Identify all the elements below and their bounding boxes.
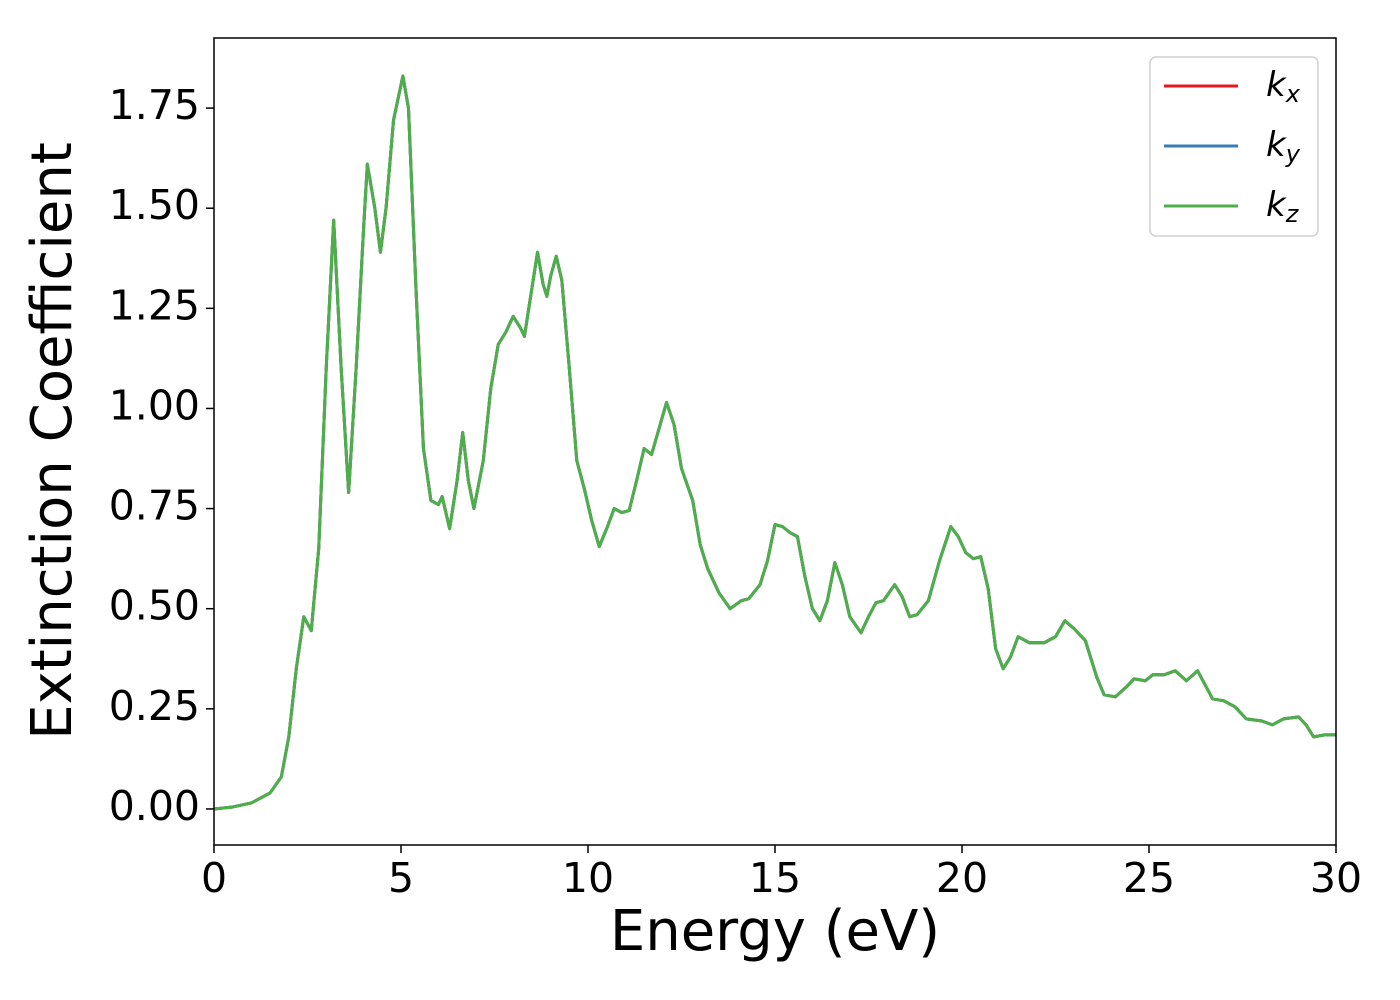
legend-label: ky (1266, 125, 1301, 169)
y-tick-label: 1.25 (109, 281, 200, 329)
y-tick-label: 1.75 (109, 81, 200, 129)
x-tick-label: 15 (749, 854, 801, 902)
y-axis-label: Extinction Coefficient (20, 142, 85, 740)
x-tick-label: 25 (1123, 854, 1175, 902)
y-tick-label: 0.75 (109, 482, 200, 530)
legend-label: kx (1266, 65, 1301, 109)
y-tick-label: 0.00 (109, 782, 200, 830)
y-tick-label: 0.50 (109, 582, 200, 630)
plot-frame (213, 37, 1337, 846)
x-tick-label: 30 (1310, 854, 1362, 902)
legend-label: kz (1266, 185, 1300, 229)
x-axis-label: Energy (eV) (610, 899, 940, 964)
x-tick-label: 20 (936, 854, 988, 902)
y-tick-label: 1.00 (109, 381, 200, 429)
x-tick-label: 5 (388, 854, 414, 902)
y-tick-label: 0.25 (109, 682, 200, 730)
x-tick-label: 0 (201, 854, 227, 902)
series-line (214, 74, 1336, 811)
x-tick-label: 10 (562, 854, 614, 902)
y-tick-label: 1.50 (109, 181, 200, 229)
